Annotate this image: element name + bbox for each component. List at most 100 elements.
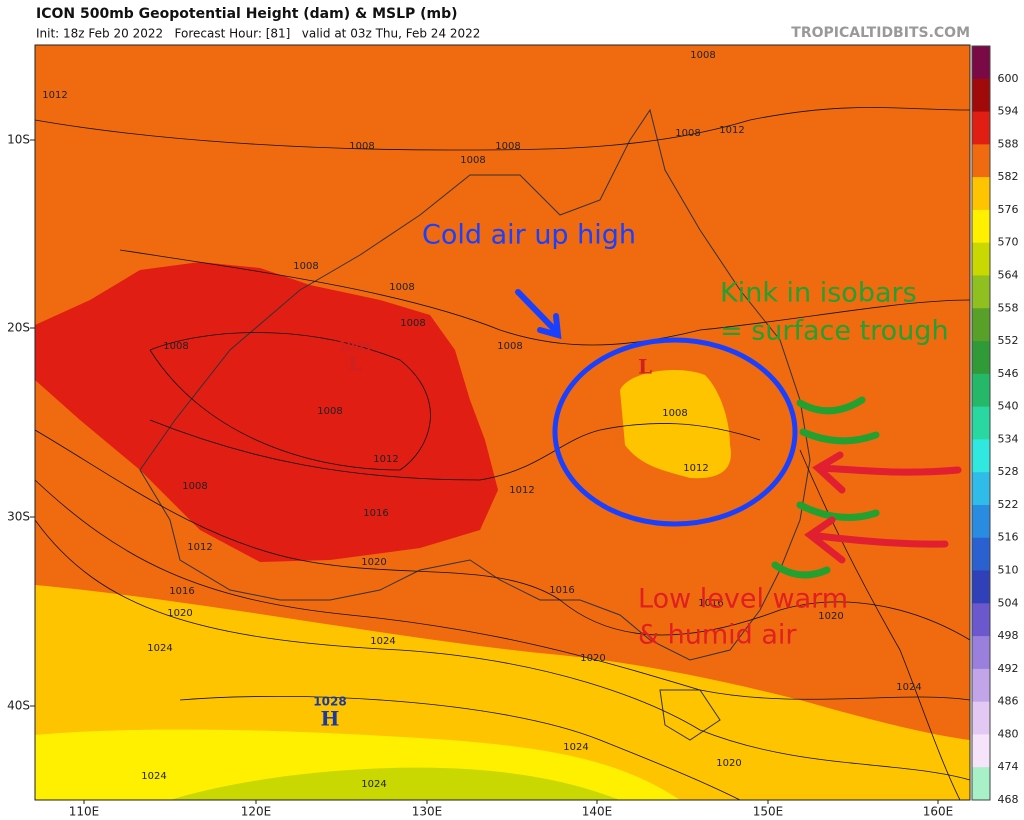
lon-label: 120E (241, 805, 272, 819)
isobar-label: 1012 (509, 485, 534, 496)
isobar-label: 1008 (182, 481, 207, 492)
annotations: Cold air up high Kink in isobars = surfa… (422, 220, 962, 651)
colorbar-swatch (972, 439, 990, 473)
colorbar-label: 540 (998, 400, 1019, 413)
isobar-label: 1024 (896, 682, 921, 693)
isobar-label: 1020 (818, 611, 843, 622)
isobar-label: 1008 (675, 128, 700, 139)
colorbar-swatch (972, 144, 990, 178)
isobar-label: 1012 (683, 463, 708, 474)
isobar-label: 1012 (373, 454, 398, 465)
colorbar-swatch (972, 767, 990, 801)
colorbar-swatch (972, 504, 990, 539)
subtitle: Init: 18z Feb 20 2022 Forecast Hour: [81… (36, 27, 480, 41)
colorbar-label: 582 (998, 170, 1019, 183)
height-contour-582-inland (620, 370, 731, 479)
colorbar-label: 558 (998, 301, 1019, 314)
colorbar-label: 588 (998, 137, 1019, 150)
trough-marks (771, 396, 880, 579)
colorbar-swatch (972, 603, 990, 637)
colorbar-label: 498 (998, 629, 1019, 642)
annotation-humid: & humid air (638, 620, 797, 651)
lat-label: 10S (7, 133, 30, 147)
colorbar-label: 546 (998, 367, 1019, 380)
lat-label: 30S (7, 510, 30, 524)
annotation-cold: Cold air up high (422, 220, 636, 251)
colorbar-label: 534 (998, 432, 1019, 445)
isobar-label: 1008 (349, 141, 374, 152)
colorbar-swatch (972, 78, 990, 113)
center-pressure: 1005 (338, 340, 371, 354)
red-arrows (804, 451, 962, 564)
isobar-label: 1016 (549, 585, 574, 596)
height-contour-570 (170, 767, 620, 800)
lon-label: 110E (69, 805, 100, 819)
colorbar-swatch (972, 570, 990, 604)
isobar-label: 1008 (400, 318, 425, 329)
colorbar-label: 504 (998, 596, 1019, 609)
center-letter: L (638, 355, 652, 379)
lon-label: 160E (923, 805, 954, 819)
lon-label: 150E (753, 805, 784, 819)
isobar-label: 1008 (497, 341, 522, 352)
colorbar-label: 516 (998, 531, 1019, 544)
height-contour-588 (35, 262, 498, 562)
title: ICON 500mb Geopotential Height (dam) & M… (36, 6, 458, 22)
colorbar-label: 480 (998, 727, 1019, 740)
isobar-label: 1008 (690, 50, 715, 61)
colorbar-swatch (972, 111, 990, 145)
map-area (35, 45, 970, 800)
annotation-trough: = surface trough (720, 316, 949, 347)
map-frame (34, 44, 971, 801)
isobar-label: 1024 (141, 771, 166, 782)
isobar-label: 1024 (361, 779, 386, 790)
isobar-label: 1024 (147, 643, 172, 654)
colorbar-swatch (972, 177, 990, 211)
site-name: TROPICALTIDBITS.COM (791, 25, 970, 41)
colorbar-swatch (972, 209, 990, 244)
isobar-label: 1008 (662, 408, 687, 419)
isobar-label: 1024 (563, 742, 588, 753)
colorbar-swatch (972, 242, 990, 276)
center-letter: H (321, 707, 340, 731)
isobars (35, 107, 970, 800)
colorbar-swatch (972, 734, 990, 768)
colorbar-swatch (972, 406, 990, 440)
highlight-ellipse (552, 337, 798, 527)
colorbar-label: 510 (998, 564, 1019, 577)
colorbar-swatch (972, 341, 990, 375)
colorbar-swatch (972, 701, 990, 735)
lat-label: 20S (7, 321, 30, 335)
isobar-label: 1008 (317, 406, 342, 417)
colorbar-swatch (972, 275, 990, 309)
isobar-label: 1008 (389, 282, 414, 293)
colorbar-label: 552 (998, 334, 1019, 347)
isobar-label: 1008 (460, 155, 485, 166)
colorbar-swatch (972, 46, 990, 80)
center-pressure: 1028 (313, 695, 346, 709)
colorbar-swatch (972, 668, 990, 703)
colorbar-swatch (972, 537, 990, 572)
lat-label: 40S (7, 699, 30, 713)
isobar-label: 1008 (495, 141, 520, 152)
annotation-warm: Low level warm (638, 584, 848, 615)
isobar-label: 1016 (169, 586, 194, 597)
colorbar-swatch (972, 472, 990, 506)
isobar-label: 1012 (187, 542, 212, 553)
colorbar-label: 522 (998, 498, 1019, 511)
isobar-label: 1016 (698, 598, 723, 609)
isobar-label: 1020 (580, 653, 605, 664)
colorbar-label: 564 (998, 268, 1019, 281)
isobar-label: 1008 (163, 341, 188, 352)
isobar-label: 1008 (293, 261, 318, 272)
isobar-label: 1020 (361, 557, 386, 568)
colorbar-label: 576 (998, 203, 1019, 216)
blue-arrow (515, 289, 562, 340)
colorbar-label: 492 (998, 662, 1019, 675)
isobar-label: 1012 (719, 125, 744, 136)
isobar-label: 1024 (370, 636, 395, 647)
colorbar-label: 528 (998, 465, 1019, 478)
lon-label: 130E (412, 805, 443, 819)
